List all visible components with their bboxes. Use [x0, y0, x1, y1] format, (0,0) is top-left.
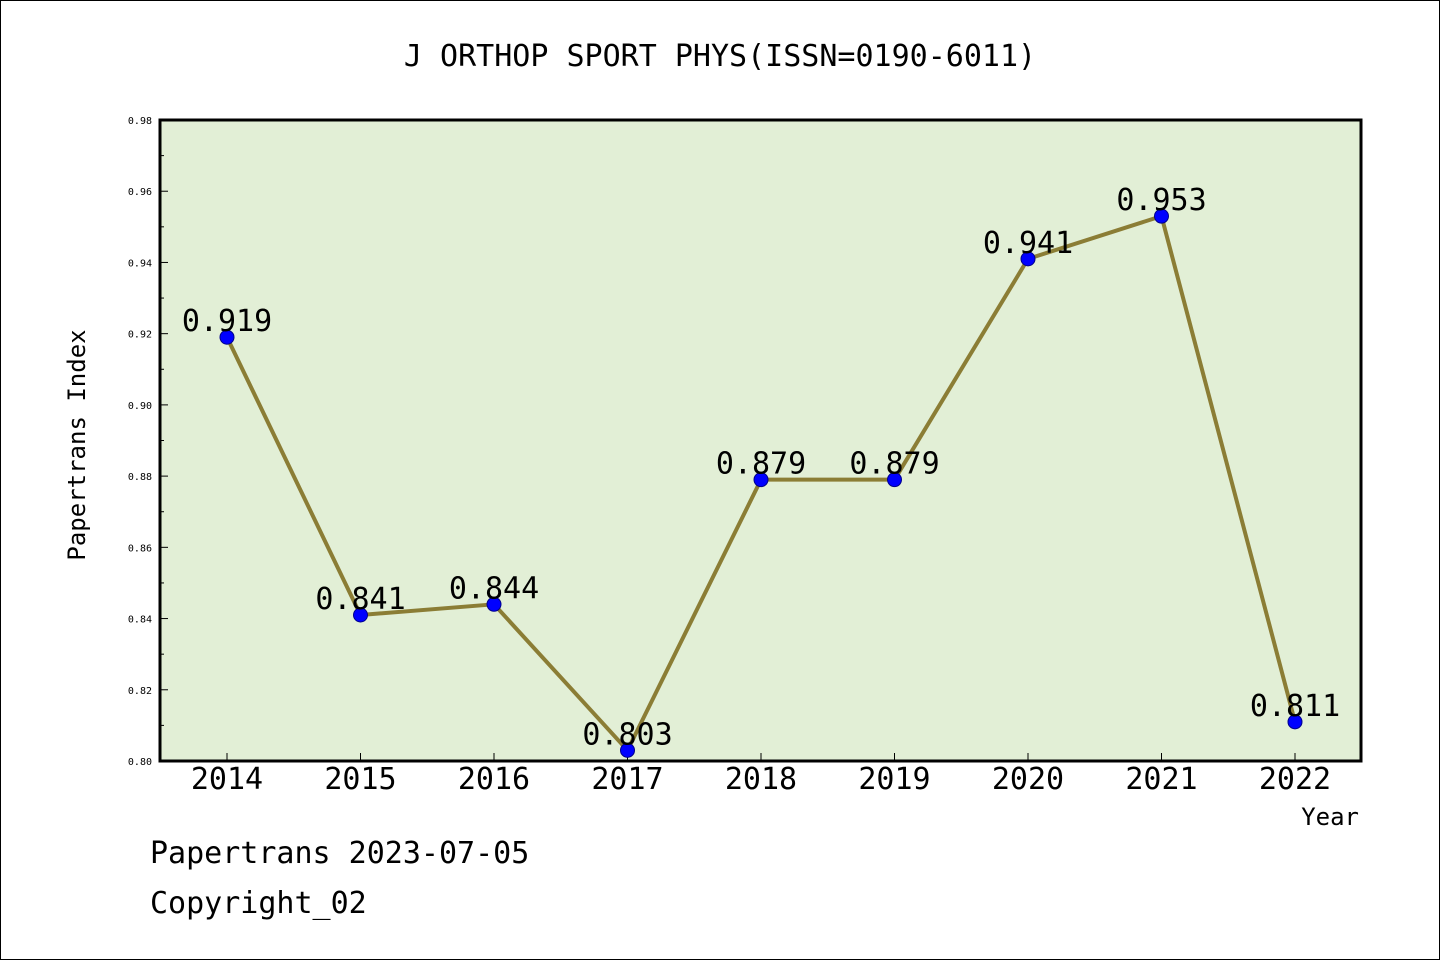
data-label: 0.841 — [315, 582, 405, 617]
footer-copyright: Copyright_02 — [150, 886, 367, 921]
y-tick-label: 0.92 — [128, 330, 152, 341]
x-tick-label: 2022 — [1259, 762, 1331, 797]
y-tick-label: 0.80 — [128, 757, 152, 768]
data-label: 0.919 — [182, 304, 272, 339]
data-label: 0.879 — [716, 447, 806, 482]
y-tick-label: 0.84 — [128, 615, 152, 626]
y-axis-label: Papertrans Index — [63, 329, 91, 560]
y-tick-label: 0.90 — [128, 401, 152, 412]
data-point — [486, 596, 502, 612]
data-label: 0.811 — [1250, 689, 1340, 724]
data-labels: 0.919 0.841 0.844 0.803 0.879 0.879 0.941 0.953… — [182, 183, 1340, 752]
data-point — [1020, 251, 1036, 267]
series-markers — [219, 208, 1303, 758]
data-point — [1154, 208, 1169, 224]
x-tick-label: 2015 — [324, 762, 396, 797]
data-point — [353, 607, 368, 623]
x-tick-label: 2017 — [591, 762, 663, 797]
data-label: 0.953 — [1116, 183, 1206, 218]
x-tick-label: 2018 — [725, 762, 797, 797]
x-tick-label: 2019 — [858, 762, 930, 797]
x-tick-label: 2021 — [1125, 762, 1197, 797]
y-tick-label: 0.94 — [128, 258, 152, 269]
data-label: 0.879 — [849, 447, 939, 482]
data-point — [887, 472, 902, 488]
footer-date: Papertrans 2023-07-05 — [150, 836, 530, 871]
x-axis: 2014 2015 2016 2017 2018 2019 2020 2021 2022 — [191, 753, 1331, 797]
data-point — [753, 472, 769, 488]
x-tick-label: 2014 — [191, 762, 263, 797]
x-tick-label: 2016 — [458, 762, 530, 797]
x-tick-label: 2020 — [992, 762, 1064, 797]
plot-area — [158, 118, 1363, 763]
y-axis: 0.80 0.82 0.84 0.86 0.88 0.90 0.92 0.94 0.96 0.98 — [128, 116, 168, 768]
data-label: 0.803 — [582, 717, 672, 752]
y-tick-label: 0.96 — [128, 187, 152, 198]
data-point — [620, 742, 635, 758]
data-point — [1287, 714, 1303, 730]
data-label: 0.941 — [983, 226, 1073, 261]
y-tick-label: 0.98 — [128, 116, 152, 127]
y-tick-label: 0.88 — [128, 472, 152, 483]
chart-title: J ORTHOP SPORT PHYS(ISSN=0190-6011) — [404, 39, 1036, 74]
y-tick-label: 0.82 — [128, 686, 152, 697]
data-point — [219, 329, 235, 345]
x-axis-label: Year — [1301, 803, 1359, 831]
data-label: 0.844 — [449, 571, 539, 606]
y-tick-label: 0.86 — [128, 543, 152, 554]
